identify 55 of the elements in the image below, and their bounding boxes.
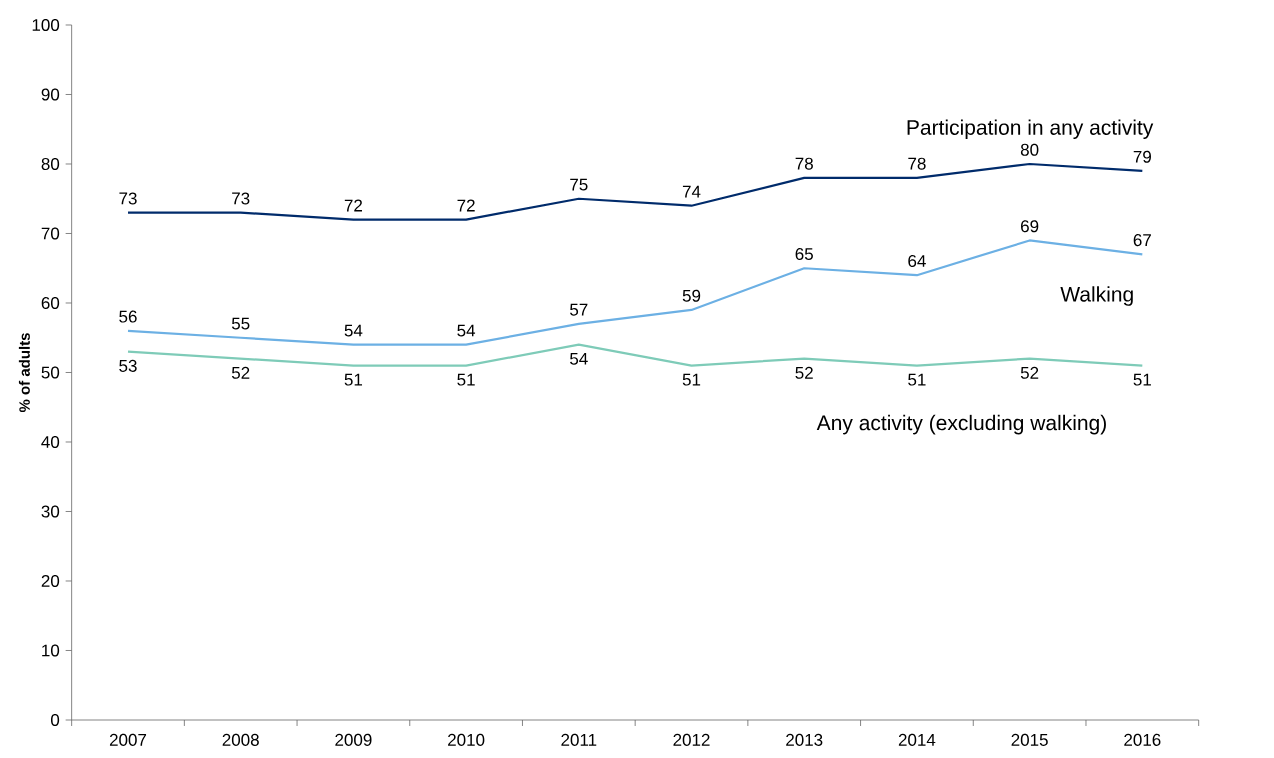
data-label: 69 <box>1021 220 1039 233</box>
data-label: 54 <box>344 324 363 337</box>
y-tick-label: 0 <box>50 713 60 727</box>
data-label: 74 <box>682 185 701 198</box>
y-tick-label: 80 <box>41 157 60 171</box>
x-tick-label: 2010 <box>448 733 485 746</box>
x-tick-label: 2011 <box>561 733 597 746</box>
data-label: 52 <box>1020 366 1039 379</box>
data-label: 54 <box>457 324 476 337</box>
x-tick-label: 2009 <box>335 733 372 746</box>
data-label: 53 <box>119 359 137 372</box>
data-label: 65 <box>795 248 813 261</box>
data-label: 75 <box>570 178 588 191</box>
y-axis-title: % of adults <box>18 333 30 413</box>
data-label: 64 <box>908 254 926 267</box>
data-label: 57 <box>570 303 588 316</box>
data-label: 52 <box>231 366 250 379</box>
data-label: 72 <box>457 199 475 212</box>
y-tick-label: 30 <box>41 505 60 518</box>
series-label: Walking <box>1060 286 1133 306</box>
data-label: 51 <box>1133 373 1151 386</box>
y-tick-label: 10 <box>42 644 60 657</box>
data-label: 51 <box>344 373 363 386</box>
x-tick-label: 2012 <box>673 733 710 746</box>
data-label: 80 <box>1020 143 1039 156</box>
data-label: 73 <box>232 192 250 205</box>
x-tick-label: 2013 <box>786 733 823 746</box>
data-label: 51 <box>682 373 701 386</box>
data-label: 55 <box>231 317 250 330</box>
x-tick-label: 2007 <box>109 733 147 746</box>
data-label: 73 <box>119 192 137 205</box>
data-label: 51 <box>457 373 475 386</box>
y-tick-label: 40 <box>41 435 60 449</box>
y-tick-label: 90 <box>41 88 60 101</box>
y-tick-label: 20 <box>41 574 60 588</box>
data-label: 79 <box>1133 150 1151 163</box>
y-tick-label: 70 <box>41 227 60 240</box>
y-tick-label: 60 <box>41 296 60 310</box>
x-tick-label: 2016 <box>1124 733 1161 746</box>
data-label: 51 <box>908 373 926 386</box>
data-label: 72 <box>344 199 362 212</box>
data-label: 59 <box>682 289 701 302</box>
x-tick-label: 2015 <box>1011 733 1048 746</box>
data-label: 54 <box>570 352 588 365</box>
data-label: 78 <box>908 157 926 170</box>
text: Any activity (excluding walking) <box>816 414 1106 435</box>
y-tick-label: 50 <box>41 366 60 379</box>
x-tick-label: 2008 <box>222 733 259 746</box>
y-tick-label: 100 <box>32 18 60 32</box>
series-label: Participation in any activity <box>907 119 1154 140</box>
x-tick-label: 2014 <box>898 733 936 746</box>
data-label: 78 <box>795 157 813 170</box>
data-label: 67 <box>1133 234 1151 247</box>
data-label: 52 <box>795 366 813 379</box>
data-label: 56 <box>119 310 137 323</box>
